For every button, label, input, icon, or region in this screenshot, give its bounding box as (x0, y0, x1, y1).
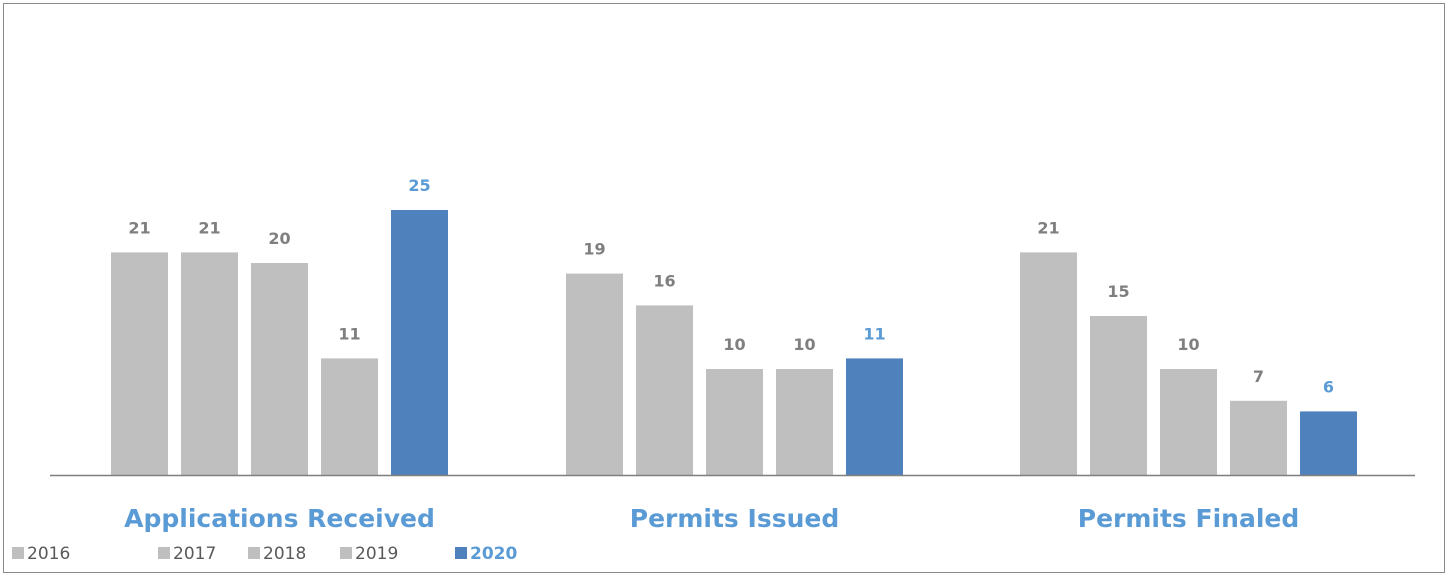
bar-2019-1 (776, 369, 833, 475)
value-label-2018-2: 10 (1177, 335, 1199, 354)
bar-2019-0 (321, 358, 378, 475)
legend-label-2016: 2016 (27, 544, 70, 564)
value-label-2016-0: 21 (128, 218, 150, 237)
value-label-2020-0: 25 (408, 176, 430, 195)
legend-swatch-2018 (248, 547, 260, 559)
bar-2020-2 (1300, 411, 1357, 475)
value-label-2016-1: 19 (583, 240, 605, 259)
category-label-2: Permits Finaled (1078, 504, 1300, 533)
bar-2017-0 (181, 252, 238, 475)
legend-label-2019: 2019 (355, 544, 398, 564)
bar-2018-1 (706, 369, 763, 475)
bars-layer (111, 210, 1357, 475)
legend-swatch-2017 (158, 547, 170, 559)
value-label-2017-0: 21 (198, 218, 220, 237)
value-label-2019-1: 10 (793, 335, 815, 354)
chart-frame (3, 3, 1445, 573)
bar-2016-0 (111, 252, 168, 475)
legend-label-2020: 2020 (470, 544, 517, 564)
category-label-1: Permits Issued (630, 504, 839, 533)
legend-label-2018: 2018 (263, 544, 306, 564)
legend: 2016 2017 2018 2019 2020 (12, 544, 517, 564)
category-label-0: Applications Received (124, 504, 435, 533)
category-labels-layer: Applications Received Permits Issued Permi… (124, 504, 1299, 533)
value-labels-layer: 21 21 20 11 25 19 16 10 10 11 21 15 10 7 6 (128, 176, 1334, 396)
value-label-2019-2: 7 (1253, 367, 1264, 386)
bar-2019-2 (1230, 400, 1287, 475)
bar-2017-1 (636, 305, 693, 475)
bar-2017-2 (1090, 316, 1147, 475)
legend-label-2017: 2017 (173, 544, 216, 564)
legend-swatch-2020 (455, 547, 467, 559)
value-label-2018-1: 10 (723, 335, 745, 354)
value-label-2018-0: 20 (268, 229, 290, 248)
bar-2016-1 (566, 273, 623, 475)
bar-2020-1 (846, 358, 903, 475)
value-label-2017-2: 15 (1107, 282, 1129, 301)
bar-2020-0 (391, 210, 448, 475)
value-label-2016-2: 21 (1037, 218, 1059, 237)
bar-2016-2 (1020, 252, 1077, 475)
value-label-2017-1: 16 (653, 271, 675, 290)
legend-swatch-2019 (340, 547, 352, 559)
legend-swatch-2016 (12, 547, 24, 559)
bar-2018-0 (251, 263, 308, 475)
value-label-2019-0: 11 (338, 324, 360, 343)
bar-2018-2 (1160, 369, 1217, 475)
value-label-2020-2: 6 (1323, 377, 1334, 396)
value-label-2020-1: 11 (863, 324, 885, 343)
